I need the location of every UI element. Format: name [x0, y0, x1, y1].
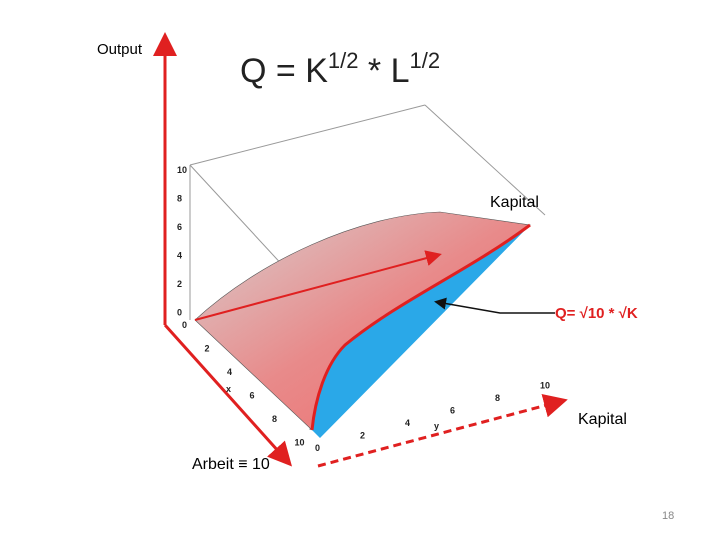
x-tick-label: 8 — [272, 414, 277, 424]
z-tick-label: 4 — [177, 251, 182, 261]
y-tick-label: 8 — [495, 393, 500, 403]
arbeit-label: Arbeit ≡ 10 — [192, 456, 270, 473]
arbeit-axis — [163, 323, 293, 467]
curve-label: Q= √10 * √K — [555, 305, 638, 322]
axis-letter: x — [226, 384, 231, 394]
x-tick-label: 6 — [250, 391, 255, 401]
y-tick-label: 10 — [540, 381, 550, 391]
kapital-axis-label: Kapital — [578, 411, 627, 428]
page-number: 18 — [662, 510, 674, 522]
title: Q = K1/2 * L1/2 — [240, 48, 440, 90]
x-tick-label: 10 — [295, 438, 305, 448]
title-part: Q = K — [240, 52, 328, 90]
title-exponent: 1/2 — [328, 48, 359, 73]
title-part: * L — [358, 52, 409, 90]
surface-side — [312, 225, 530, 438]
z-tick-label: 2 — [177, 279, 182, 289]
output-label: Output — [97, 41, 143, 58]
x-tick-label: 0 — [182, 320, 187, 330]
y-tick-label: 0 — [315, 443, 320, 453]
y-tick-label: 6 — [450, 406, 455, 416]
kapital-arrow — [194, 250, 442, 321]
y-tick-label: 4 — [405, 418, 410, 428]
surface — [194, 211, 531, 431]
curve — [310, 223, 531, 431]
kapital-top: Kapital — [490, 194, 539, 211]
kapital-axis — [317, 394, 568, 468]
axis-letter: y — [434, 421, 439, 431]
z-tick-label: 0 — [177, 308, 182, 318]
y-tick-label: 2 — [360, 431, 365, 441]
z-tick-label: 6 — [177, 222, 182, 232]
z-tick-label: 10 — [177, 165, 187, 175]
x-tick-label: 2 — [205, 344, 210, 354]
pointer-arrow — [434, 297, 555, 314]
x-tick-label: 4 — [227, 367, 232, 377]
z-tick-label: 8 — [177, 194, 182, 204]
title-exponent: 1/2 — [410, 48, 441, 73]
